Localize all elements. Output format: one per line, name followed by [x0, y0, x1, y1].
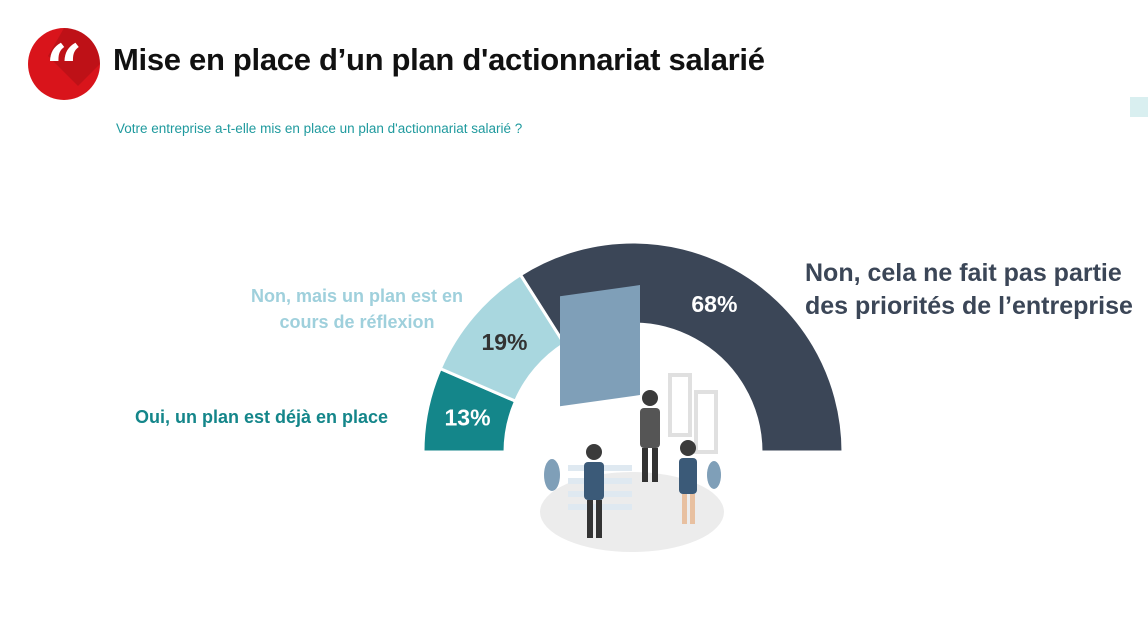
- survey-question: Votre entreprise a-t-elle mis en place u…: [116, 121, 523, 136]
- quote-icon: “: [46, 31, 83, 100]
- category-label-not-priority-line2: des priorités de l’entreprise: [805, 292, 1133, 320]
- page-title: Mise en place d’un plan d'actionnariat s…: [113, 42, 765, 77]
- chart-segments: [421, 240, 845, 454]
- quote-badge: “: [28, 28, 100, 100]
- business-meeting-illustration: [540, 285, 724, 552]
- chart-data-labels: 13% 19% 68%: [444, 291, 737, 431]
- category-label-in-place: Oui, un plan est déjà en place: [135, 407, 389, 427]
- data-label-in-place: 13%: [444, 405, 490, 431]
- category-label-reflexion: Non, mais un plan est en cours de réflexi…: [250, 286, 464, 332]
- quote-badge-shadow: [48, 28, 100, 86]
- category-label-not-priority-line1: Non, cela ne fait pas partie: [805, 259, 1122, 287]
- edge-tab: [1130, 97, 1148, 117]
- data-label-not-priority: 68%: [691, 291, 737, 317]
- category-label-not-priority: Non, cela ne fait pas partie des priorit…: [805, 257, 1133, 323]
- data-label-reflexion: 19%: [481, 329, 527, 355]
- quote-badge-circle: [28, 28, 100, 100]
